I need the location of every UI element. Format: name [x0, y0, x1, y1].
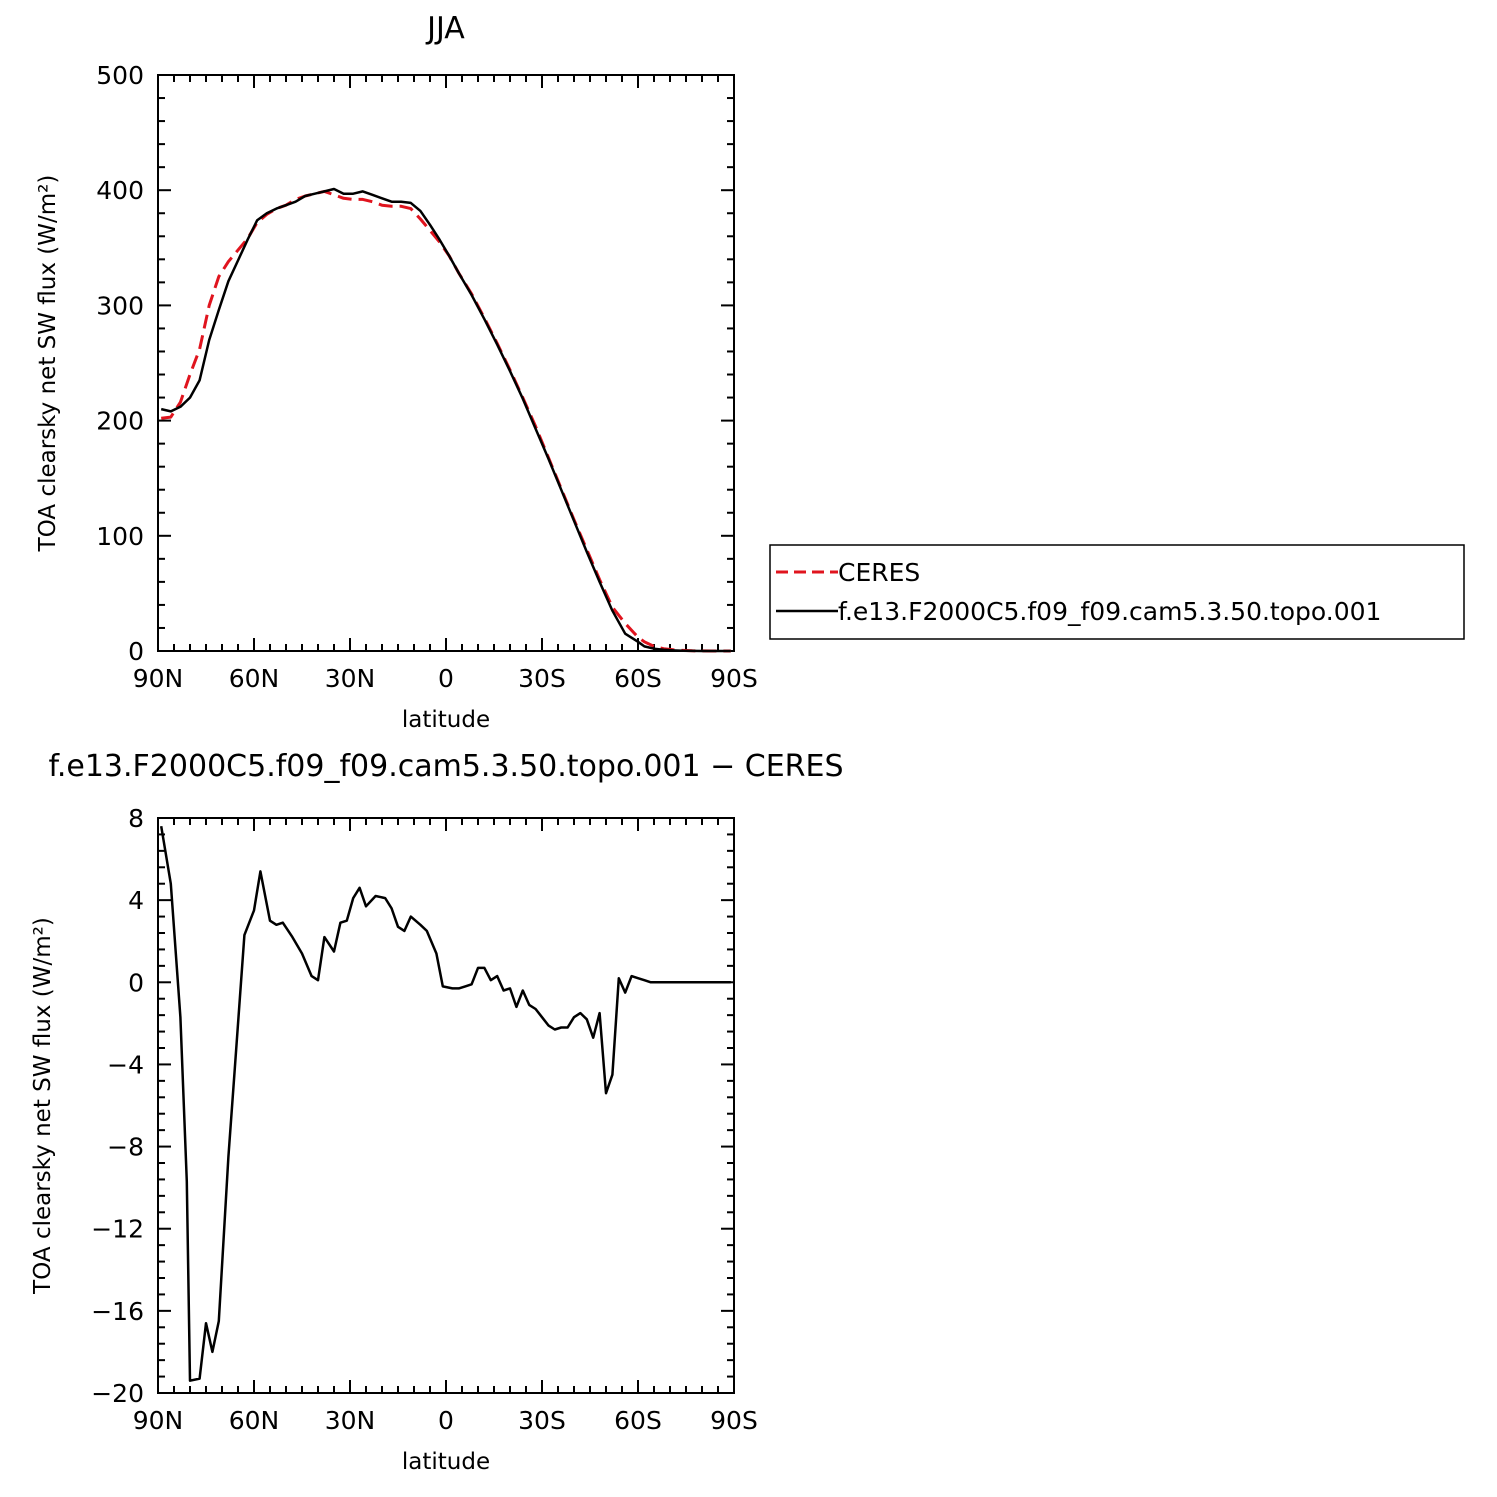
- legend-box: [769, 544, 1465, 640]
- y-tick-label: 400: [96, 176, 144, 205]
- x-tick-label: 90S: [710, 1406, 758, 1435]
- y-tick-label: 0: [128, 968, 144, 997]
- y-tick-label: 4: [128, 886, 144, 915]
- x-tick-label: 30N: [325, 1406, 376, 1435]
- flux-chart: 90N 60N 30N 0 30S 60S 90S 0 100 200 300 400 500 latit…: [35, 11, 758, 733]
- series-line-1: [160, 187, 731, 653]
- y-axis-label: TOA clearsky net SW flux (W/m²): [30, 917, 56, 1295]
- x-tick-label: 30S: [518, 664, 566, 693]
- x-axis-label: latitude: [402, 1449, 490, 1475]
- x-tick-label: 60N: [229, 664, 280, 693]
- y-tick-label: 100: [96, 522, 144, 551]
- legend-label-1: f.e13.F2000C5.f09_f09.cam5.3.50.topo.001: [838, 597, 1381, 626]
- y-tick-label: 300: [96, 291, 144, 320]
- y-tick-label: −16: [91, 1297, 144, 1326]
- x-tick-label: 30N: [325, 664, 376, 693]
- plot-frame: [157, 74, 735, 652]
- series-line-0: [161, 189, 731, 653]
- series-line-0: [159, 825, 731, 1382]
- x-tick-label: 60S: [614, 1406, 662, 1435]
- legend: CERES f.e13.F2000C5.f09_f09.cam5.3.50.top…: [769, 544, 1465, 640]
- y-tick-label: −4: [107, 1050, 144, 1079]
- x-tick-label: 90N: [133, 1406, 184, 1435]
- x-tick-label: 0: [438, 1406, 454, 1435]
- chart-title: f.e13.F2000C5.f09_f09.cam5.3.50.topo.001…: [48, 749, 843, 784]
- y-tick-label: −8: [107, 1133, 144, 1162]
- x-axis-label: latitude: [402, 707, 490, 733]
- y-tick-label: 8: [128, 804, 144, 833]
- x-tick-label: 60N: [229, 1406, 280, 1435]
- plot-frame: [157, 817, 735, 1394]
- y-tick-label: −12: [91, 1215, 144, 1244]
- y-tick-label: −20: [91, 1379, 144, 1408]
- y-tick-label: 500: [96, 61, 144, 90]
- x-tick-label: 90S: [710, 664, 758, 693]
- x-tick-label: 60S: [614, 664, 662, 693]
- y-tick-label: 0: [128, 637, 144, 666]
- x-tick-label: 90N: [133, 664, 184, 693]
- difference-chart: 90N 60N 30N 0 30S 60S 90S 8 4 0 −4 −8 −12 −16 −20 latit…: [30, 749, 844, 1475]
- x-tick-label: 0: [438, 664, 454, 693]
- y-tick-label: 200: [96, 407, 144, 436]
- chart-title: JJA: [425, 11, 465, 46]
- y-axis-label: TOA clearsky net SW flux (W/m²): [35, 175, 61, 553]
- x-tick-label: 30S: [518, 1406, 566, 1435]
- legend-label-0: CERES: [838, 558, 920, 587]
